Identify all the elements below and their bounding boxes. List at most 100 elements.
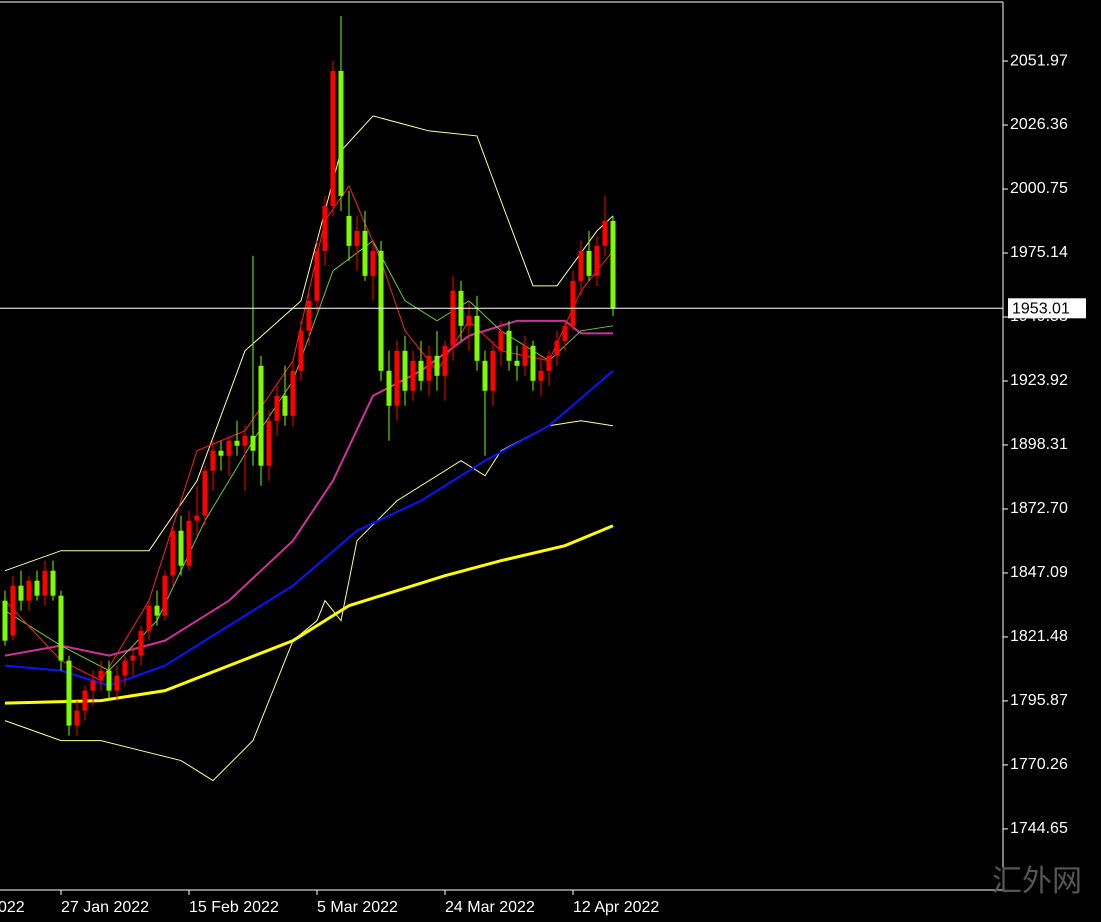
candle-body [50, 570, 56, 596]
candle-body [562, 325, 568, 341]
candle-body [146, 605, 152, 631]
indicator-line [4, 319, 613, 657]
candle-body [554, 340, 560, 356]
candle-body [442, 345, 448, 376]
candle-body [202, 470, 208, 516]
candle-body [578, 250, 584, 281]
candle-body [18, 585, 24, 601]
candle-body [154, 605, 160, 616]
plot-area [2, 15, 616, 782]
candle-body [482, 360, 488, 391]
candle-body [570, 280, 576, 326]
candle-body [130, 655, 136, 661]
candle-body [10, 585, 16, 636]
x-tick-label: 27 Jan 2022 [61, 899, 149, 916]
candle-body [26, 580, 32, 601]
y-tick-label: 1923.92 [1010, 372, 1068, 389]
candle-body [610, 220, 616, 309]
current-price-box [1008, 298, 1086, 319]
candle-body [106, 670, 112, 691]
candle-body [266, 420, 272, 466]
candle-body [122, 660, 128, 676]
candle-body [602, 220, 608, 246]
candle-body [354, 230, 360, 246]
y-tick-label: 1975.14 [1010, 244, 1068, 261]
candle-body [330, 70, 336, 206]
x-edge-label: 022 [0, 899, 25, 916]
candle-body [66, 660, 72, 726]
y-tick-label: 1847.09 [1010, 564, 1068, 581]
candle-body [250, 435, 256, 451]
candle-body [450, 290, 456, 346]
x-tick-label: 15 Feb 2022 [189, 899, 279, 916]
candle-body [346, 215, 352, 246]
candle-body [194, 515, 200, 521]
candle-body [338, 70, 344, 196]
y-tick-label: 2051.97 [1010, 52, 1068, 69]
indicator-line [4, 524, 614, 705]
y-tick-label: 2000.75 [1010, 180, 1068, 197]
candle-body [426, 355, 432, 381]
candle-body [82, 690, 88, 711]
candle-body [170, 530, 176, 576]
x-tick-label: 12 Apr 2022 [573, 899, 659, 916]
candle-body [306, 300, 312, 331]
candle-body [114, 675, 120, 691]
candle-body [490, 350, 496, 391]
watermark: 汇外网 [992, 864, 1082, 899]
y-tick-label: 1770.26 [1010, 756, 1068, 773]
candle-body [418, 360, 424, 381]
candle-body [434, 355, 440, 376]
y-tick-label: 1898.31 [1010, 436, 1068, 453]
candle-body [74, 710, 80, 726]
candle-body [162, 575, 168, 616]
y-tick-label: 1744.65 [1010, 820, 1068, 837]
candle-body [138, 630, 144, 656]
candle-body [594, 245, 600, 276]
candle-body [386, 370, 392, 406]
x-tick-label: 24 Mar 2022 [445, 899, 535, 916]
candle-body [394, 350, 400, 406]
candle-body [282, 395, 288, 416]
candle-body [2, 600, 8, 641]
candle-body [226, 440, 232, 456]
candle-body [242, 435, 248, 446]
y-tick-label: 1872.70 [1010, 500, 1068, 517]
candle-body [410, 360, 416, 391]
candle-body [370, 250, 376, 276]
candle-body [234, 440, 240, 446]
candle-body [498, 330, 504, 351]
candle-body [522, 345, 528, 366]
candle-body [514, 360, 520, 366]
candle-body [538, 370, 544, 381]
candle-body [314, 250, 320, 301]
candle-body [90, 680, 96, 691]
candle-body [178, 530, 184, 566]
candle-body [474, 315, 480, 361]
candle-body [42, 570, 48, 596]
candle-body [258, 365, 264, 466]
candle-body [530, 345, 536, 381]
candle-body [546, 355, 552, 371]
candle-body [186, 520, 192, 566]
candle-body [586, 250, 592, 276]
candle-body [290, 370, 296, 416]
current-price-label: 1953.01 [1012, 301, 1070, 318]
candle-body [378, 250, 384, 371]
candle-body [218, 450, 224, 456]
candle-body [322, 205, 328, 251]
candle-body [466, 315, 472, 326]
candle-body [402, 350, 408, 391]
candle-body [274, 395, 280, 421]
indicator-line [4, 115, 614, 572]
y-tick-label: 2026.36 [1010, 116, 1068, 133]
candle-body [506, 330, 512, 361]
candle-body [298, 330, 304, 371]
candle-body [98, 670, 104, 681]
y-tick-label: 1821.48 [1010, 628, 1068, 645]
candle-body [210, 450, 216, 471]
candle-body [58, 595, 64, 661]
